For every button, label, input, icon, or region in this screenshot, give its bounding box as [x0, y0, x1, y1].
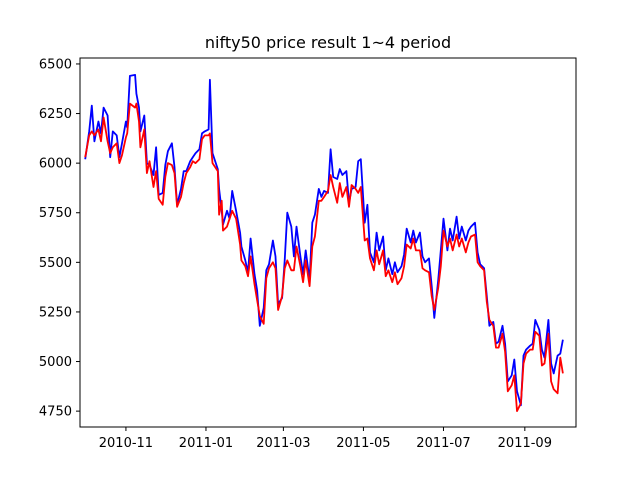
y-tick-label: 5500 [39, 256, 72, 271]
y-tick-label: 6000 [39, 157, 72, 172]
x-tick-label: 2011-05 [336, 436, 390, 451]
y-tick-label: 5750 [39, 206, 72, 221]
x-tick-label: 2011-01 [179, 436, 233, 451]
y-tick-label: 4750 [39, 405, 72, 420]
series-line-1 [84, 74, 564, 407]
y-tick-label: 5250 [39, 305, 72, 320]
series-layer [84, 74, 564, 413]
plot-frame [79, 57, 577, 428]
chart-title: nifty50 price result 1~4 period [205, 33, 451, 52]
y-axis: 4750 5000 5250 5500 5750 6000 6250 6500 [39, 57, 80, 420]
x-tick-label: 2010-11 [99, 436, 153, 451]
x-tick-label: 2011-07 [416, 436, 470, 451]
y-tick-label: 5000 [39, 355, 72, 370]
series-line-2 [84, 102, 564, 413]
y-tick-label: 6250 [39, 107, 72, 122]
y-tick-label: 6500 [39, 57, 72, 72]
x-tick-label: 2011-09 [498, 436, 552, 451]
x-axis: 2010-11 2011-01 2011-03 2011-05 2011-07 2011-… [99, 427, 552, 451]
x-tick-label: 2011-03 [256, 436, 310, 451]
